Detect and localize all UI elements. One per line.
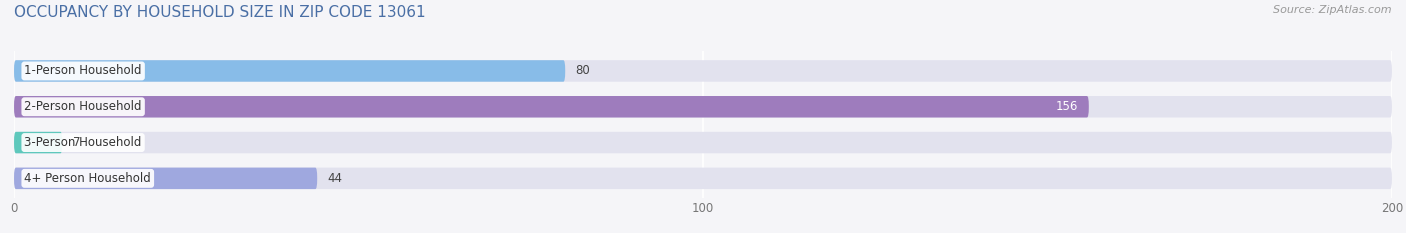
- Text: Source: ZipAtlas.com: Source: ZipAtlas.com: [1274, 5, 1392, 15]
- Text: 156: 156: [1056, 100, 1078, 113]
- Text: 80: 80: [575, 65, 591, 77]
- FancyBboxPatch shape: [14, 132, 1392, 153]
- Text: 44: 44: [328, 172, 343, 185]
- Text: OCCUPANCY BY HOUSEHOLD SIZE IN ZIP CODE 13061: OCCUPANCY BY HOUSEHOLD SIZE IN ZIP CODE …: [14, 5, 426, 20]
- FancyBboxPatch shape: [14, 60, 565, 82]
- FancyBboxPatch shape: [14, 60, 1392, 82]
- FancyBboxPatch shape: [14, 132, 62, 153]
- Text: 7: 7: [73, 136, 80, 149]
- FancyBboxPatch shape: [14, 96, 1392, 117]
- FancyBboxPatch shape: [14, 168, 1392, 189]
- Text: 2-Person Household: 2-Person Household: [24, 100, 142, 113]
- FancyBboxPatch shape: [14, 168, 318, 189]
- Text: 4+ Person Household: 4+ Person Household: [24, 172, 150, 185]
- FancyBboxPatch shape: [14, 96, 1088, 117]
- Text: 1-Person Household: 1-Person Household: [24, 65, 142, 77]
- Text: 3-Person Household: 3-Person Household: [24, 136, 142, 149]
